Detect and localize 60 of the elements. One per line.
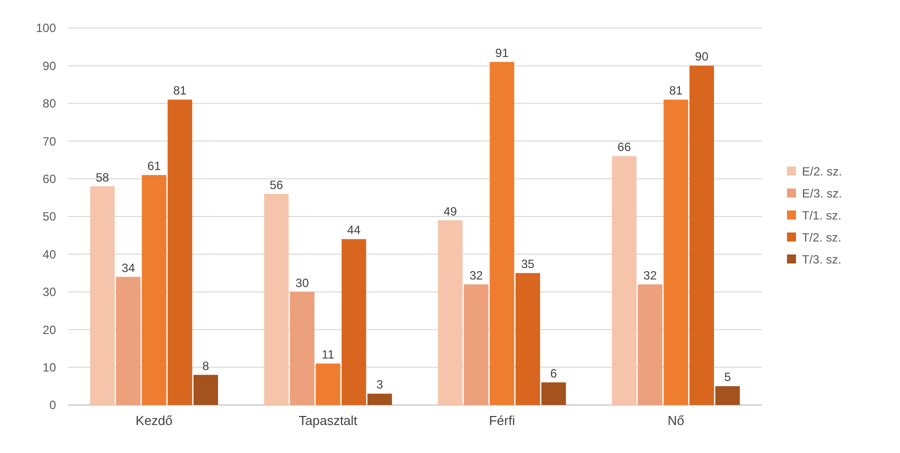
- bar: [612, 156, 637, 405]
- bar: [168, 100, 192, 405]
- y-tick-label: 70: [42, 134, 56, 148]
- x-tick-label: Férfi: [488, 413, 516, 428]
- bar: [316, 364, 340, 405]
- y-tick-label: 30: [42, 285, 56, 300]
- data-label: 58: [96, 170, 110, 184]
- data-label: 56: [270, 178, 284, 192]
- data-label: 81: [173, 84, 187, 98]
- bar: [664, 100, 688, 405]
- bar: [464, 284, 488, 405]
- legend-label: T/3. sz.: [802, 252, 842, 267]
- data-label: 81: [669, 84, 683, 98]
- bar: [290, 292, 314, 405]
- bar: [715, 386, 740, 405]
- y-tick-label: 80: [42, 96, 56, 111]
- bar: [490, 62, 514, 405]
- bar: [116, 276, 141, 405]
- legend-label: T/2. sz.: [802, 230, 842, 245]
- x-tick-label: Kezdő: [136, 413, 173, 428]
- legend-label: E/2. sz.: [802, 164, 842, 179]
- data-label: 90: [695, 50, 709, 64]
- data-label: 35: [521, 257, 535, 272]
- data-label: 91: [495, 46, 509, 60]
- data-label: 66: [618, 140, 632, 154]
- data-label: 32: [643, 268, 658, 282]
- data-label: 49: [444, 204, 458, 218]
- bar: [638, 284, 662, 405]
- data-label: 5: [724, 370, 732, 384]
- bar: [438, 220, 463, 405]
- legend-label: T/1. sz.: [802, 208, 842, 223]
- x-tick-label: Nő: [668, 413, 684, 428]
- data-label: 3: [376, 378, 384, 392]
- data-label: 34: [122, 260, 136, 275]
- data-label: 61: [147, 159, 162, 174]
- bar: [142, 175, 166, 405]
- bar: [367, 394, 392, 405]
- y-tick-label: 0: [49, 398, 56, 412]
- bar: [541, 382, 566, 405]
- y-tick-label: 50: [42, 210, 56, 224]
- y-tick-label: 90: [42, 58, 56, 73]
- bar: [689, 66, 714, 405]
- bar: [264, 194, 289, 405]
- bar: [90, 186, 115, 405]
- data-label: 30: [296, 276, 310, 290]
- x-tick-label: Tapasztalt: [298, 413, 358, 428]
- y-tick-label: 100: [36, 21, 56, 36]
- data-label: 8: [202, 358, 210, 373]
- y-tick-label: 10: [42, 360, 56, 374]
- data-label: 32: [469, 268, 484, 282]
- y-tick-label: 20: [42, 322, 56, 337]
- legend-label: E/3. sz.: [802, 186, 842, 201]
- y-tick-label: 40: [42, 247, 56, 262]
- data-label: 44: [347, 223, 361, 238]
- y-tick-label: 60: [42, 172, 56, 186]
- data-label: 6: [550, 366, 558, 380]
- bar: [516, 273, 540, 405]
- data-label: 11: [322, 348, 335, 362]
- bar: [342, 239, 366, 405]
- bar: [193, 374, 218, 405]
